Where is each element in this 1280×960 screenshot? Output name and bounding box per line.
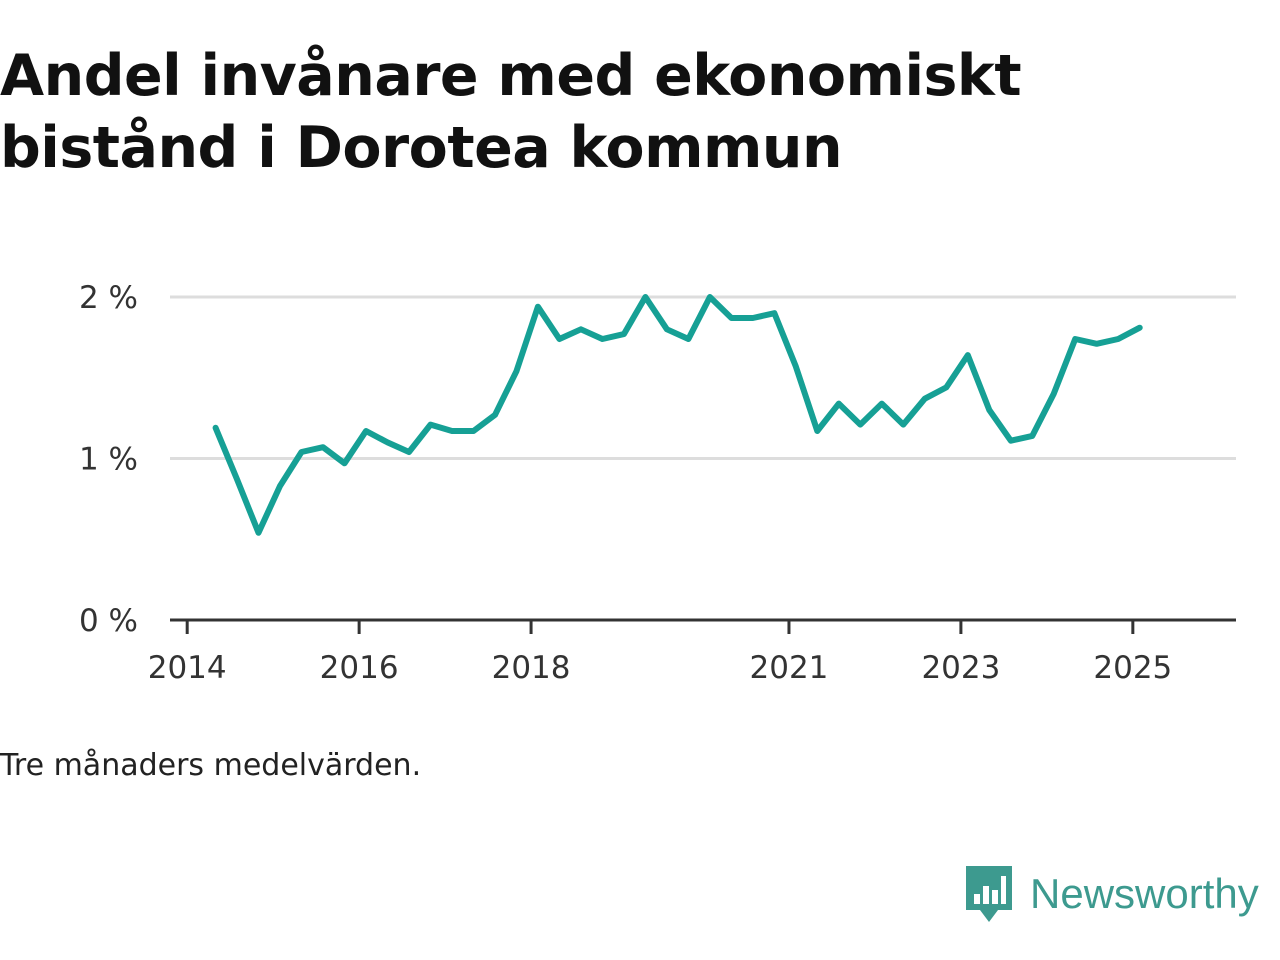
data-point	[708, 295, 712, 299]
y-tick-label: 1 %	[79, 442, 138, 478]
data-point	[966, 353, 970, 357]
y-axis-labels: 0 % 1 % 2 %	[79, 280, 138, 639]
data-point	[1030, 434, 1034, 438]
data-point	[235, 477, 239, 481]
data-point	[343, 461, 347, 465]
data-point	[686, 337, 690, 341]
data-point	[385, 440, 389, 444]
x-tick-label: 2018	[492, 650, 571, 686]
data-point	[364, 429, 368, 433]
y-tick-label: 0 %	[79, 603, 138, 639]
data-point	[428, 423, 432, 427]
data-point	[1009, 439, 1013, 443]
data-point	[837, 402, 841, 406]
series-layer	[212, 294, 1143, 536]
newsworthy-logo[interactable]: Newsworthy	[964, 864, 1259, 924]
y-tick-label: 2 %	[79, 280, 138, 316]
data-point	[278, 484, 282, 488]
data-point	[557, 337, 561, 341]
data-point	[579, 327, 583, 331]
x-tick-label: 2014	[148, 650, 227, 686]
gridlines	[170, 295, 1236, 460]
data-point	[407, 450, 411, 454]
data-point	[815, 429, 819, 433]
x-tick-label: 2023	[921, 650, 1000, 686]
newsworthy-logo-icon	[966, 866, 1012, 922]
data-point	[643, 295, 647, 299]
data-point	[923, 397, 927, 401]
series-line	[212, 294, 1143, 536]
data-point	[858, 423, 862, 427]
data-point	[450, 429, 454, 433]
data-point	[300, 450, 304, 454]
data-point	[257, 531, 261, 535]
data-point	[321, 445, 325, 449]
x-axis: 2014 2016 2018 2021 2023 2025	[148, 618, 1236, 686]
data-point	[514, 369, 518, 373]
data-point	[1116, 337, 1120, 341]
data-point	[772, 311, 776, 315]
data-point	[471, 429, 475, 433]
data-point	[665, 327, 669, 331]
data-point	[600, 337, 604, 341]
data-point	[880, 402, 884, 406]
data-point	[1052, 392, 1056, 396]
chart-title: Andel invånare med ekonomiskt bistånd i …	[0, 43, 1022, 181]
x-tick-label: 2025	[1093, 650, 1172, 686]
data-point	[1138, 326, 1142, 330]
line-chart: 0 % 1 % 2 % 2014 2016 2018 2021 2023 2025	[79, 280, 1236, 686]
data-point	[214, 426, 218, 430]
data-point	[493, 413, 497, 417]
x-tick-label: 2016	[320, 650, 399, 686]
data-point	[729, 316, 733, 320]
data-point	[987, 408, 991, 412]
data-point	[1073, 337, 1077, 341]
data-point	[794, 364, 798, 368]
x-tick-label: 2021	[750, 650, 829, 686]
data-point	[536, 305, 540, 309]
data-point	[751, 316, 755, 320]
data-point	[944, 385, 948, 389]
data-point	[622, 332, 626, 336]
data-point	[901, 423, 905, 427]
newsworthy-logo-text: Newsworthy	[1030, 870, 1259, 917]
chart-note: Tre månaders medelvärden.	[0, 748, 422, 783]
data-point	[1095, 342, 1099, 346]
